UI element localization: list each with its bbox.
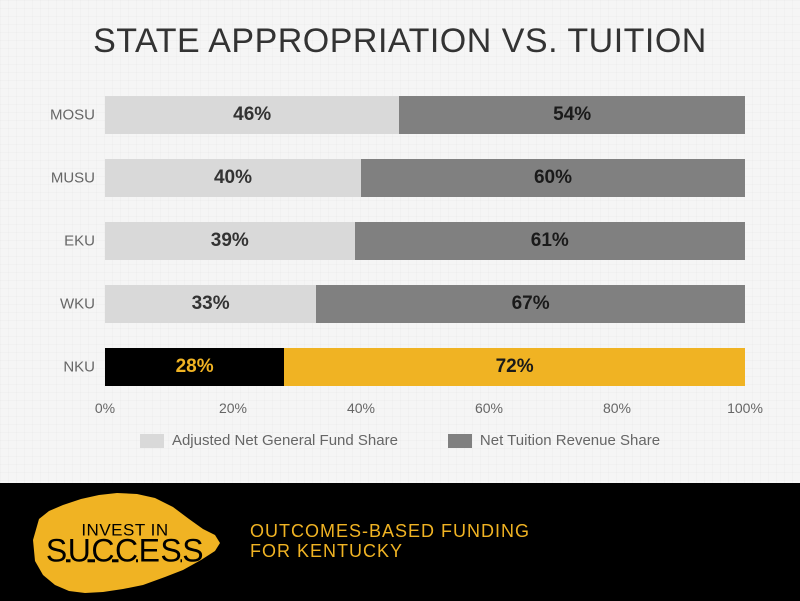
tagline-line2: FOR KENTUCKY: [250, 542, 530, 562]
tagline-line1: OUTCOMES-BASED FUNDING: [250, 522, 530, 542]
stacked-bar-chart: MOSU46%54% MUSU40%60% EKU39%61% WKU33%67% NK…: [105, 90, 745, 420]
chart-row: EKU39%61%: [105, 216, 745, 266]
bar-track: 46%54%: [105, 96, 745, 134]
bar-segment: 54%: [399, 96, 745, 134]
legend-label: Net Tuition Revenue Share: [480, 432, 660, 449]
legend-label: Adjusted Net General Fund Share: [172, 432, 398, 449]
chart-row: MUSU40%60%: [105, 153, 745, 203]
bar-segment: 39%: [105, 222, 355, 260]
bar-segment: 46%: [105, 96, 399, 134]
bar-track: 28%72%: [105, 348, 745, 386]
bar-track: 33%67%: [105, 285, 745, 323]
bar-track: 39%61%: [105, 222, 745, 260]
axis-tick: 100%: [727, 400, 763, 416]
bar-segment: 61%: [355, 222, 745, 260]
axis-tick: 40%: [347, 400, 375, 416]
x-axis: 0%20%40%60%80%100%: [105, 400, 745, 420]
legend-swatch: [448, 434, 472, 448]
chart-row: NKU28%72%: [105, 342, 745, 392]
row-label: EKU: [30, 233, 95, 250]
chart-row: MOSU46%54%: [105, 90, 745, 140]
axis-tick: 0%: [95, 400, 115, 416]
badge-line2: SUCCESS: [46, 538, 204, 565]
row-label: WKU: [30, 296, 95, 313]
bar-segment: 40%: [105, 159, 361, 197]
row-label: MUSU: [30, 170, 95, 187]
row-label: NKU: [30, 359, 95, 376]
bar-segment: 72%: [284, 348, 745, 386]
footer-badge: INVEST IN SUCCESS: [0, 483, 250, 601]
axis-tick: 20%: [219, 400, 247, 416]
axis-tick: 80%: [603, 400, 631, 416]
footer-tagline: OUTCOMES-BASED FUNDING FOR KENTUCKY: [250, 522, 530, 562]
row-label: MOSU: [30, 107, 95, 124]
legend: Adjusted Net General Fund Share Net Tuiti…: [0, 432, 800, 449]
legend-swatch: [140, 434, 164, 448]
footer-banner: INVEST IN SUCCESS OUTCOMES-BASED FUNDING…: [0, 483, 800, 601]
legend-item: Adjusted Net General Fund Share: [140, 432, 398, 449]
footer-badge-text: INVEST IN SUCCESS: [46, 523, 204, 565]
chart-rows: MOSU46%54% MUSU40%60% EKU39%61% WKU33%67% NK…: [105, 90, 745, 392]
legend-item: Net Tuition Revenue Share: [448, 432, 660, 449]
chart-row: WKU33%67%: [105, 279, 745, 329]
axis-tick: 60%: [475, 400, 503, 416]
bar-segment: 60%: [361, 159, 745, 197]
bar-segment: 33%: [105, 285, 316, 323]
bar-segment: 28%: [105, 348, 284, 386]
bar-segment: 67%: [316, 285, 745, 323]
bar-track: 40%60%: [105, 159, 745, 197]
page-title: STATE APPROPRIATION VS. TUITION: [0, 22, 800, 61]
